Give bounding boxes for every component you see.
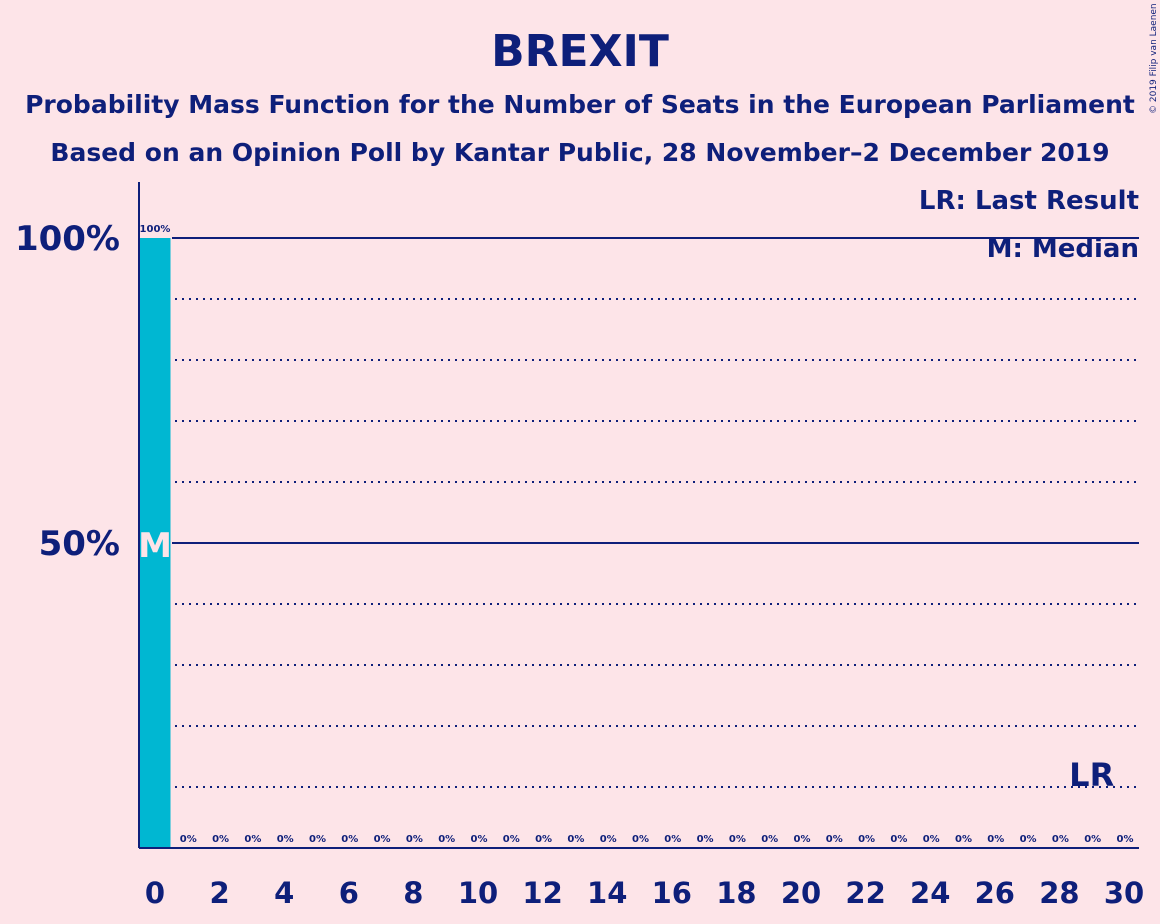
y-axis-ticks: 50% 100% xyxy=(15,219,120,564)
bar-value-label: 0% xyxy=(341,834,358,845)
bar-value-label: 0% xyxy=(277,834,294,845)
median-marker: M xyxy=(138,526,172,566)
bar-value-label: 100% xyxy=(140,224,171,235)
bar-value-label: 0% xyxy=(438,834,455,845)
x-tick-label: 4 xyxy=(274,876,294,910)
bar-value-label: 0% xyxy=(471,834,488,845)
x-tick-label: 14 xyxy=(587,876,627,910)
bar-value-label: 0% xyxy=(826,834,843,845)
chart-subtitle-line-2: Based on an Opinion Poll by Kantar Publi… xyxy=(50,138,1109,167)
chart-subtitle-line-1: Probability Mass Function for the Number… xyxy=(25,90,1135,119)
x-tick-label: 0 xyxy=(145,876,165,910)
x-axis-ticks: 0 2 4 6 8 10 12 14 16 18 20 22 24 26 28 30 xyxy=(145,876,1144,910)
bar-value-label: 0% xyxy=(890,834,907,845)
x-tick-label: 10 xyxy=(458,876,498,910)
bar-value-label: 0% xyxy=(600,834,617,845)
bar-value-label: 0% xyxy=(1052,834,1069,845)
copyright-notice: © 2019 Filip van Laenen xyxy=(1149,3,1159,114)
bar-value-label: 0% xyxy=(632,834,649,845)
bar-value-label: 0% xyxy=(567,834,584,845)
bar-0 xyxy=(138,238,171,848)
bar-value-label: 0% xyxy=(761,834,778,845)
bar-value-label: 0% xyxy=(697,834,714,845)
bar-value-label: 0% xyxy=(1084,834,1101,845)
x-tick-label: 2 xyxy=(210,876,230,910)
grid-lines xyxy=(172,237,1139,788)
bar-value-label: 0% xyxy=(987,834,1004,845)
x-tick-label: 22 xyxy=(845,876,885,910)
x-tick-label: 28 xyxy=(1039,876,1079,910)
bar-value-label: 0% xyxy=(858,834,875,845)
chart-title: BREXIT xyxy=(491,26,669,77)
x-tick-label: 26 xyxy=(975,876,1015,910)
x-tick-label: 12 xyxy=(522,876,562,910)
x-tick-label: 16 xyxy=(652,876,692,910)
bar-value-label: 0% xyxy=(1020,834,1037,845)
x-tick-label: 6 xyxy=(339,876,359,910)
bar-value-label: 0% xyxy=(180,834,197,845)
x-tick-label: 8 xyxy=(403,876,423,910)
bar-value-label: 0% xyxy=(1117,834,1134,845)
bar-value-labels: 100% 0% 0% 0% 0% 0% 0% 0% 0% 0% 0% 0% 0% 0% 0% 0% 0% 0% 0%… xyxy=(140,224,1134,845)
y-tick-label: 100% xyxy=(15,219,120,259)
bar-value-label: 0% xyxy=(374,834,391,845)
y-tick-label: 50% xyxy=(39,524,120,564)
bar-value-label: 0% xyxy=(729,834,746,845)
x-tick-label: 18 xyxy=(716,876,756,910)
legend-last-result: LR: Last Result xyxy=(919,186,1139,216)
markers: M LR xyxy=(138,526,1114,794)
bar-value-label: 0% xyxy=(664,834,681,845)
bar-value-label: 0% xyxy=(244,834,261,845)
x-tick-label: 30 xyxy=(1104,876,1144,910)
x-tick-label: 24 xyxy=(910,876,950,910)
bar-value-label: 0% xyxy=(503,834,520,845)
bar-value-label: 0% xyxy=(535,834,552,845)
bar-value-label: 0% xyxy=(406,834,423,845)
bar-value-label: 0% xyxy=(923,834,940,845)
bars xyxy=(138,238,171,848)
x-tick-label: 20 xyxy=(781,876,821,910)
bar-value-label: 0% xyxy=(955,834,972,845)
bar-value-label: 0% xyxy=(794,834,811,845)
bar-value-label: 0% xyxy=(309,834,326,845)
bar-value-label: 0% xyxy=(212,834,229,845)
last-result-marker: LR xyxy=(1069,756,1114,794)
